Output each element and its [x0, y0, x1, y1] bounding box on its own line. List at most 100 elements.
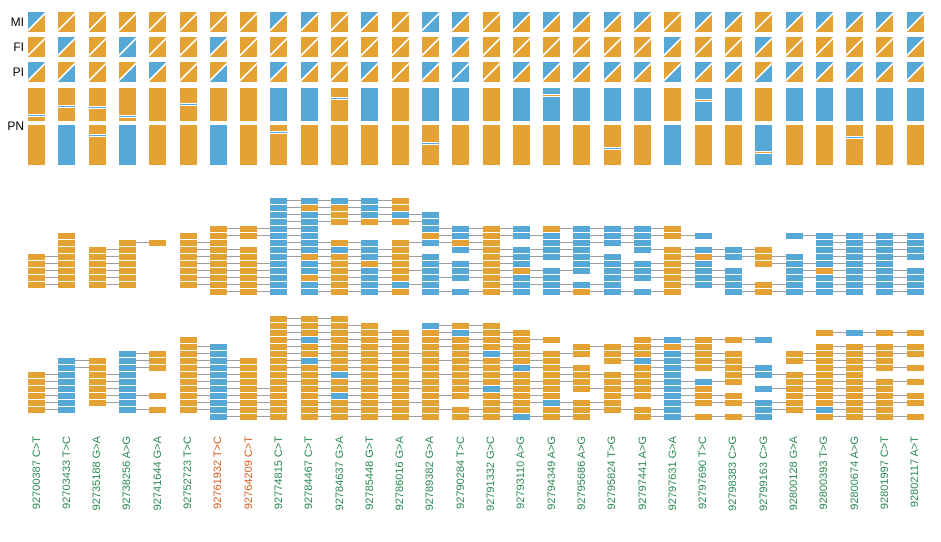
allele-block: [452, 233, 470, 239]
genotype-cell: [88, 37, 106, 57]
read-connector-line: [36, 263, 67, 264]
allele-block: [482, 247, 500, 253]
allele-block: [179, 393, 197, 399]
allele-block: [270, 358, 288, 364]
genotype-cell: [118, 12, 136, 32]
allele-block: [209, 372, 227, 378]
read-connector-line: [97, 284, 128, 285]
allele-block: [906, 365, 924, 371]
allele-block: [179, 261, 197, 267]
haplotype-bar: [118, 88, 136, 121]
allele-block: [300, 282, 318, 288]
allele-block: [543, 372, 561, 378]
allele-block: [361, 282, 379, 288]
allele-block: [906, 330, 924, 336]
genotype-cell: [634, 62, 651, 82]
haplotype-bar: [543, 125, 561, 165]
genotype-cell: [270, 12, 288, 32]
read-connector-line: [430, 409, 522, 410]
haplotype-bar: [270, 125, 288, 165]
allele-block: [603, 254, 621, 260]
allele-block: [512, 351, 530, 357]
allele-block: [118, 379, 136, 385]
genotype-cell: [876, 37, 894, 57]
allele-block: [361, 372, 379, 378]
allele-block: [664, 254, 682, 260]
allele-block: [300, 247, 318, 253]
genotype-cell: [421, 62, 439, 82]
haplotype-bar: [724, 125, 742, 165]
allele-block: [209, 247, 227, 253]
allele-block: [664, 365, 682, 371]
allele-block: [724, 275, 742, 281]
genotype-cell: [785, 12, 803, 32]
haplotype-bar: [724, 88, 742, 121]
read-connector-line: [430, 291, 522, 292]
haplotype-bar: [815, 125, 833, 165]
read-connector-line: [36, 270, 67, 271]
allele-block: [512, 275, 530, 281]
allele-block: [28, 268, 45, 274]
read-connector-line: [188, 388, 279, 389]
snp-label: 92791332 G>C: [485, 436, 497, 511]
allele-block: [634, 268, 651, 274]
allele-block: [149, 351, 167, 357]
allele-block: [603, 226, 621, 232]
genotype-cell: [28, 12, 45, 32]
haplotype-bar: [421, 88, 439, 121]
allele-block: [815, 393, 833, 399]
allele-block: [664, 358, 682, 364]
allele-block: [209, 268, 227, 274]
read-connector-line: [794, 360, 885, 361]
allele-block: [240, 289, 258, 295]
genotype-cell: [58, 62, 76, 82]
read-connector-line: [430, 332, 522, 333]
genotype-cell: [664, 12, 682, 32]
haplotype-bar: [391, 88, 409, 121]
allele-block: [664, 407, 682, 413]
allele-block: [300, 219, 318, 225]
allele-block: [300, 240, 318, 246]
allele-block: [452, 268, 470, 274]
allele-block: [331, 337, 348, 343]
genotype-cell: [815, 62, 833, 82]
genotype-cell: [149, 62, 167, 82]
haplotype-bar: [331, 88, 348, 121]
allele-block: [664, 268, 682, 274]
allele-block: [331, 351, 348, 357]
allele-block: [512, 254, 530, 260]
allele-block: [573, 414, 591, 420]
allele-block: [209, 358, 227, 364]
allele-block: [391, 330, 409, 336]
allele-block: [240, 268, 258, 274]
allele-block: [118, 240, 136, 246]
allele-block: [876, 233, 894, 239]
allele-block: [209, 407, 227, 413]
allele-block: [179, 233, 197, 239]
genotype-cell: [240, 62, 258, 82]
allele-block: [634, 233, 651, 239]
allele-block: [906, 254, 924, 260]
allele-block: [634, 372, 651, 378]
genotype-cell: [543, 12, 561, 32]
allele-block: [452, 337, 470, 343]
allele-block: [331, 330, 348, 336]
allele-block: [543, 351, 561, 357]
genotype-cell: [331, 12, 348, 32]
allele-block: [755, 337, 773, 343]
allele-block: [482, 261, 500, 267]
allele-block: [421, 254, 439, 260]
genotype-cell: [179, 62, 197, 82]
haplotype-bar: [240, 88, 258, 121]
allele-block: [300, 233, 318, 239]
allele-block: [88, 400, 106, 406]
haplotype-bar: [28, 125, 45, 165]
allele-block: [361, 351, 379, 357]
allele-block: [452, 247, 470, 253]
read-connector-line: [97, 402, 128, 403]
allele-block: [876, 254, 894, 260]
allele-block: [573, 372, 591, 378]
genotype-cell: [482, 12, 500, 32]
allele-block: [846, 400, 864, 406]
allele-block: [482, 289, 500, 295]
